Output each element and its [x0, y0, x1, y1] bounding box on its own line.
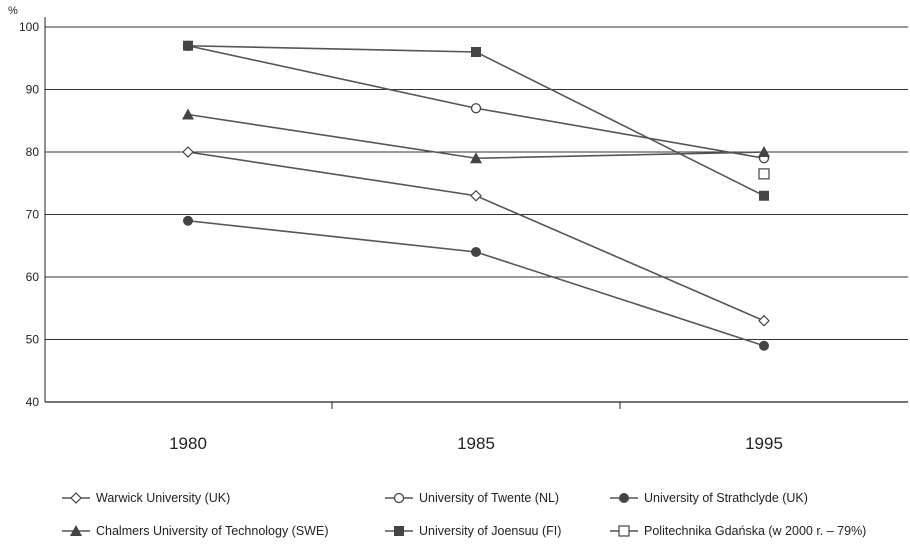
data-point-university-of-twente-nl: [470, 103, 482, 114]
x-tick-label-1985: 1985: [457, 434, 495, 453]
data-point-warwick-university-uk: [758, 314, 770, 327]
series-line-warwick-university-uk: [187, 151, 765, 322]
series-line-university-of-twente-nl: [187, 44, 765, 160]
legend-marker: [618, 525, 630, 537]
data-point-politechnika-gda-ska-w-2000-r-79: [758, 168, 770, 180]
y-tick-label: 70: [26, 208, 40, 222]
data-point-university-of-strathclyde-uk: [759, 340, 769, 351]
legend-item-politechnika-gda-ska-w-2000-r-79: Politechnika Gdańska (w 2000 r. – 79%): [610, 524, 866, 538]
x-tick-label-1980: 1980: [169, 434, 207, 453]
gridlines: [45, 26, 908, 403]
y-axis-label: %: [8, 5, 18, 17]
legend-swatch: [610, 525, 638, 537]
legend-label: Warwick University (UK): [96, 491, 231, 505]
y-tick-label: 40: [26, 395, 40, 409]
data-point-warwick-university-uk: [470, 189, 482, 202]
legend-label: University of Strathclyde (UK): [644, 491, 808, 505]
legend-swatch: [62, 525, 90, 536]
y-tick-label: 60: [26, 270, 40, 284]
legend-swatch: [385, 526, 413, 536]
legend-swatch: [610, 493, 638, 503]
legend-swatch: [385, 492, 413, 504]
legend-marker: [70, 492, 82, 504]
y-tick-labels: 40 50 60 70 80 90 100: [19, 20, 39, 409]
legend-item-warwick-university-uk: Warwick University (UK): [62, 491, 230, 505]
legend: Warwick University (UK) University of Twe…: [0, 478, 910, 540]
data-point-university-of-joensuu-fi: [183, 40, 193, 51]
data-point-chalmers-university-of-technology-swe: [182, 108, 194, 120]
y-tick-label: 80: [26, 145, 40, 159]
legend-swatch: [62, 492, 90, 504]
y-tick-label: 90: [26, 83, 40, 97]
legend-item-university-of-twente-nl: University of Twente (NL): [385, 491, 559, 505]
legend-marker: [394, 526, 404, 536]
data-point-university-of-strathclyde-uk: [183, 215, 193, 226]
data-point-university-of-joensuu-fi: [471, 47, 481, 57]
legend-item-chalmers-university-of-technology-swe: Chalmers University of Technology (SWE): [62, 524, 328, 538]
data-point-warwick-university-uk: [182, 146, 194, 158]
legend-label: University of Twente (NL): [419, 491, 560, 505]
series-markers: [182, 40, 770, 351]
axes: [44, 17, 908, 409]
data-point-university-of-strathclyde-uk: [471, 247, 481, 257]
legend-marker: [619, 493, 629, 503]
legend-label: Politechnika Gdańska (w 2000 r. – 79%): [644, 524, 867, 538]
data-point-chalmers-university-of-technology-swe: [758, 146, 770, 157]
legend-marker: [393, 492, 405, 504]
series-line-university-of-joensuu-fi: [187, 44, 765, 197]
legend-marker: [70, 525, 82, 536]
legend-label: Chalmers University of Technology (SWE): [96, 524, 329, 538]
data-point-chalmers-university-of-technology-swe: [470, 152, 482, 164]
legend-label: University of Joensuu (FI): [419, 524, 562, 538]
legend-item-university-of-joensuu-fi: University of Joensuu (FI): [385, 524, 561, 538]
line-chart: 40 50 60 70 80 90 100 1980 1985 1995 %: [8, 5, 908, 453]
y-tick-label: 50: [26, 333, 40, 347]
legend-item-university-of-strathclyde-uk: University of Strathclyde (UK): [610, 491, 808, 505]
data-point-university-of-joensuu-fi: [759, 190, 769, 201]
x-tick-label-1995: 1995: [745, 434, 783, 453]
y-tick-label: 100: [19, 20, 39, 34]
x-tick-labels: 1980 1985 1995: [169, 434, 783, 453]
